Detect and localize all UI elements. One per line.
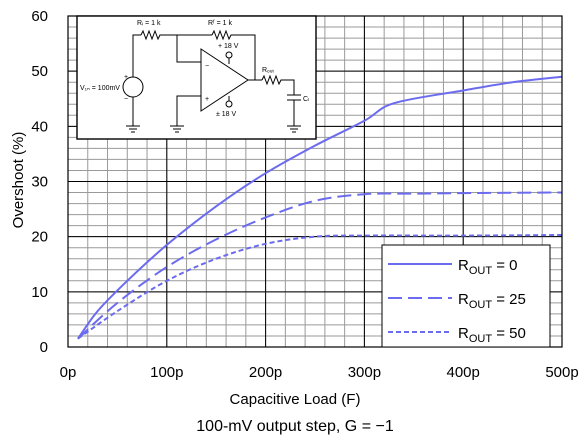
y-tick-label: 60 [31,8,48,25]
y-tick-label: 20 [31,229,48,246]
x-tick-label: 0p [60,364,77,381]
cl-label: Cₗ [303,96,309,103]
opamp-inverting-sign: − [205,63,209,70]
legend-box [381,244,551,348]
legend: ROUT = 0 ROUT = 25 ROUT = 50 [381,244,551,348]
y-tick-label: 30 [31,174,48,191]
legend-label-2: ROUT = 50 [458,325,526,345]
legend-label-1: ROUT = 25 [458,291,526,311]
vin-label: V₁ₙ = 100mV [80,85,120,92]
x-tick-label: 100p [150,364,183,381]
x-axis-label: Capacitive Load (F) [230,391,361,408]
x-tick-label: 200p [249,364,282,381]
opamp-noninverting-sign: + [205,96,209,103]
rout-label: Rₒᵤₜ [262,67,274,74]
chart-caption: 100-mV output step, G = −1 [196,418,394,435]
source-plus-sign: + [124,74,128,81]
negative-supply-label: ± 18 V [216,111,237,118]
series-line-0 [77,75,563,340]
series-line-2 [77,234,563,340]
y-tick-labels: 0 10 20 30 40 50 60 [31,8,48,356]
series-layer [77,75,563,340]
y-tick-label: 0 [40,339,48,356]
positive-supply-label: + 18 V [218,43,239,50]
schematic-wires [122,29,301,133]
x-tick-label: 400p [447,364,480,381]
y-tick-label: 50 [31,63,48,80]
x-tick-label: 500p [545,364,578,381]
x-tick-label: 300p [348,364,381,381]
y-axis-label: Overshoot (%) [10,132,27,229]
source-minus-sign: − [124,96,128,103]
circuit-schematic-inset: + − − + V₁ₙ = 100mV Rᵢ = 1 k Rᶠ = 1 k + … [76,15,317,140]
y-tick-label: 40 [31,118,48,135]
series-line-1 [77,191,563,340]
y-tick-label: 10 [31,284,48,301]
ri-label: Rᵢ = 1 k [137,20,161,27]
schematic-box [76,15,317,140]
rf-label: Rᶠ = 1 k [208,20,232,27]
x-tick-labels: 0p 100p 200p 300p 400p 500p [60,364,579,381]
legend-label-0: ROUT = 0 [458,257,518,277]
